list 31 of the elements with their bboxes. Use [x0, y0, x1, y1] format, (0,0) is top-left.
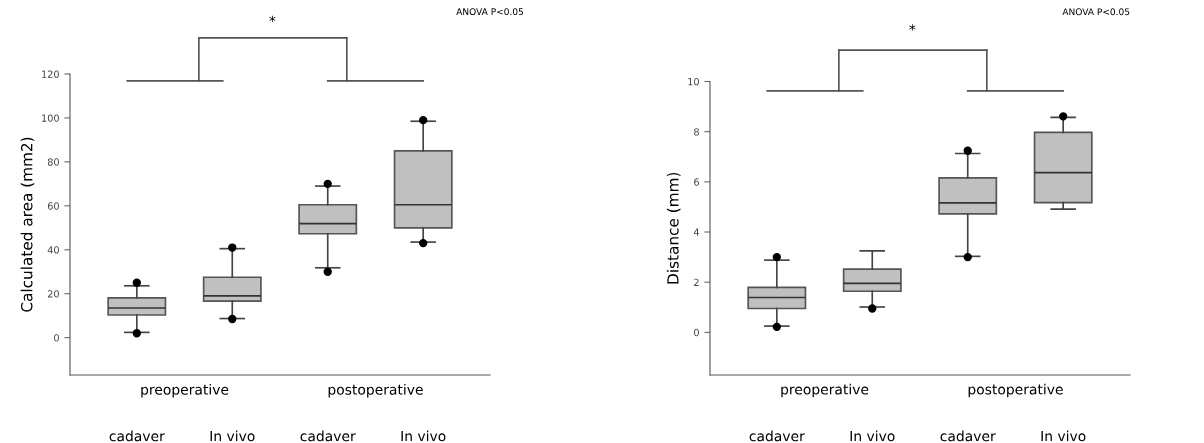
- text: postoperative: [328, 384, 423, 398]
- text: postoperative: [968, 383, 1063, 398]
- y-tick-label: 0: [54, 334, 59, 342]
- x-tick-label: In vivo: [1041, 430, 1086, 442]
- x-tick-label: cadaver: [749, 430, 805, 442]
- x-tick-label: In vivo: [210, 430, 255, 442]
- x-tick-label: In vivo: [850, 430, 895, 442]
- x-tick-label: cadaver: [300, 430, 356, 442]
- text: *: [909, 24, 916, 31]
- x-tick-label: cadaver: [109, 430, 165, 442]
- y-tick-label: 80: [47, 158, 59, 166]
- y-tick-label: 120: [42, 70, 59, 78]
- y-axis-title: Distance (mm): [666, 172, 681, 284]
- y-axis-title: Calculated area (mm2): [20, 137, 35, 312]
- text: preoperative: [141, 384, 229, 398]
- y-tick-label: 100: [42, 114, 59, 122]
- y-tick-label: 60: [47, 202, 59, 210]
- y-tick-label: 8: [694, 128, 699, 136]
- y-tick-label: 4: [693, 228, 700, 236]
- x-tick-label: In vivo: [401, 430, 446, 442]
- text: ANOVA P<0.05: [1062, 8, 1130, 16]
- y-tick-label: 20: [47, 290, 59, 298]
- text: ANOVA P<0.05: [456, 8, 524, 16]
- x-tick-label: cadaver: [940, 430, 996, 442]
- y-tick-label: 10: [688, 77, 699, 86]
- y-tick-label: 40: [47, 246, 59, 254]
- y-tick-label: 2: [694, 278, 699, 286]
- y-tick-label: 6: [694, 178, 699, 186]
- y-tick-label: 0: [694, 328, 699, 337]
- text: preoperative: [781, 383, 869, 398]
- text: *: [269, 15, 276, 22]
